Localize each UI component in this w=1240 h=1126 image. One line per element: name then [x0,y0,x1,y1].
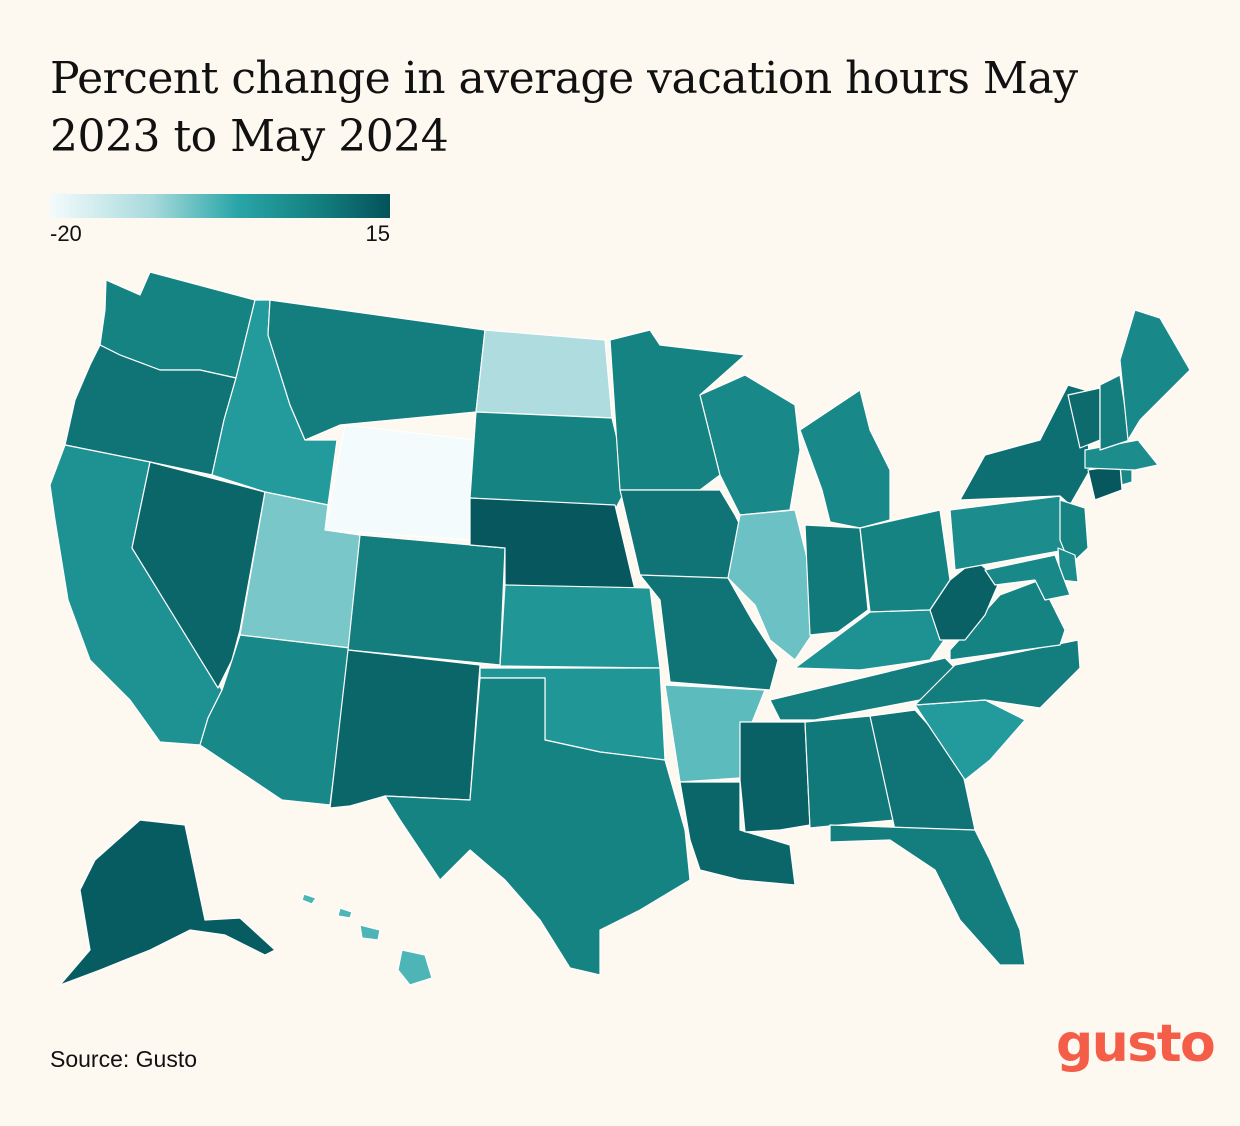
state-va [949,579,1066,661]
state-co [347,534,506,666]
state-fl [829,824,1026,966]
state-nc [914,639,1081,709]
state-mt [267,299,486,441]
source-note: Source: Gusto [50,1046,198,1072]
state-tx [384,677,691,976]
state-nh [1099,374,1131,451]
state-in [804,524,869,636]
gusto-logo: gusto [1056,1014,1216,1074]
state-sd [469,411,629,511]
state-il [727,509,816,661]
state-me [1119,309,1191,441]
chart-title: Percent change in average vacation hours… [50,53,1078,162]
state-wi [699,374,801,516]
state-ak [59,819,276,986]
state-wv [929,559,1001,641]
state-wy [324,424,477,541]
state-hi [301,893,433,986]
legend-max-label: 15 [365,221,390,246]
legend-gradient-bar [50,194,390,218]
state-nm [329,649,481,809]
state-ct [1087,464,1123,501]
state-mi [799,389,891,529]
color-legend: -20 15 [50,194,390,247]
state-oh [859,509,951,613]
state-md [984,554,1071,601]
state-al [804,715,896,829]
state-ms [739,721,811,833]
state-mo [639,574,779,691]
state-nj [1059,499,1089,566]
state-nd [475,329,613,419]
legend-min-label: -20 [50,221,82,246]
state-ny [959,384,1091,506]
state-ma [1084,439,1159,471]
state-ks [499,584,661,669]
state-ga [869,709,976,831]
state-la [679,781,796,886]
